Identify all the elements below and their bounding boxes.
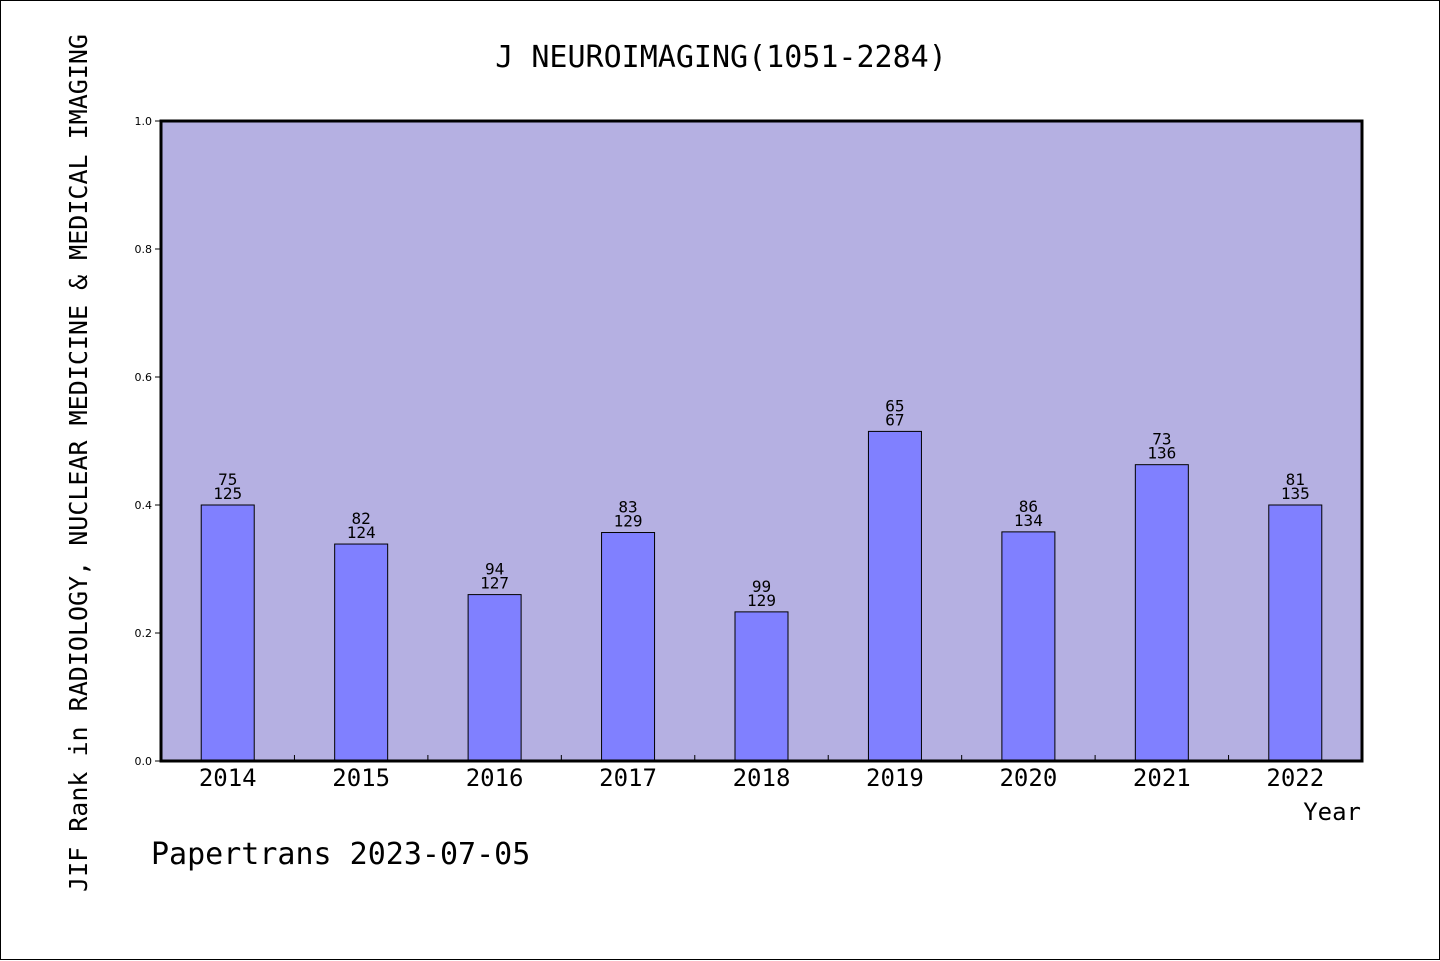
bar-rank-label: 65 (885, 396, 904, 415)
y-tick-label: 0.2 (135, 627, 153, 640)
bar-2015 (334, 543, 389, 762)
bar-total-label: 135 (1281, 484, 1310, 503)
y-tick-label: 1.0 (135, 115, 153, 128)
x-tick-label: 2015 (332, 764, 390, 792)
bar-total-label: 127 (480, 574, 509, 593)
bars-layer: 7512582124941278312999129656786134731368… (200, 396, 1323, 762)
x-tick-label: 2021 (1133, 764, 1191, 792)
y-tick-label: 0.4 (135, 499, 153, 512)
bar-total-label: 134 (1014, 511, 1043, 530)
x-tick-label: 2020 (999, 764, 1057, 792)
x-axis: 2014 2015 2016 2017 2018 2019 2020 2021 2022 (199, 755, 1324, 792)
bar-2021 (1134, 464, 1189, 762)
bar-2017 (601, 532, 656, 762)
bar-total-label: 124 (347, 523, 376, 542)
x-tick-label: 2014 (199, 764, 257, 792)
bar-rank-label: 81 (1286, 470, 1305, 489)
bar-total-label: 129 (747, 591, 776, 610)
x-axis-label: Year (1303, 798, 1361, 826)
y-tick-label: 0.6 (135, 371, 153, 384)
bar-2018 (734, 611, 789, 762)
bar-total-label: 129 (614, 512, 643, 531)
bar-rank-label: 86 (1019, 497, 1038, 516)
bar-rank-label: 99 (752, 577, 771, 596)
plot-border (159, 119, 1364, 763)
bar-2020 (1001, 531, 1056, 762)
footer-credit: Papertrans 2023-07-05 (151, 837, 530, 872)
bar-total-label: 125 (213, 484, 242, 503)
x-tick-label: 2019 (866, 764, 924, 792)
chart-title: J NEUROIMAGING(1051-2284) (495, 40, 947, 75)
bar-total-label: 67 (885, 410, 904, 429)
bar-total-label: 136 (1147, 444, 1176, 463)
x-tick-label: 2017 (599, 764, 657, 792)
x-tick-label: 2016 (466, 764, 524, 792)
bar-2016 (467, 594, 522, 762)
bar-rank-label: 94 (485, 560, 504, 579)
bar-rank-label: 82 (352, 509, 371, 528)
x-tick-label: 2022 (1266, 764, 1324, 792)
y-tick-label: 0.0 (135, 755, 153, 768)
y-tick-label: 0.8 (135, 243, 153, 256)
bar-2022 (1268, 504, 1323, 762)
bar-rank-label: 75 (218, 470, 237, 489)
bar-2019 (867, 430, 922, 762)
y-axis: 0.0 0.2 0.4 0.6 0.8 1.0 (135, 115, 161, 768)
bar-2014 (200, 504, 255, 762)
bar-rank-label: 83 (618, 498, 637, 517)
y-axis-label: JIF Rank in RADIOLOGY, NUCLEAR MEDICINE … (64, 34, 93, 892)
bar-rank-label: 73 (1152, 430, 1171, 449)
x-tick-label: 2018 (733, 764, 791, 792)
